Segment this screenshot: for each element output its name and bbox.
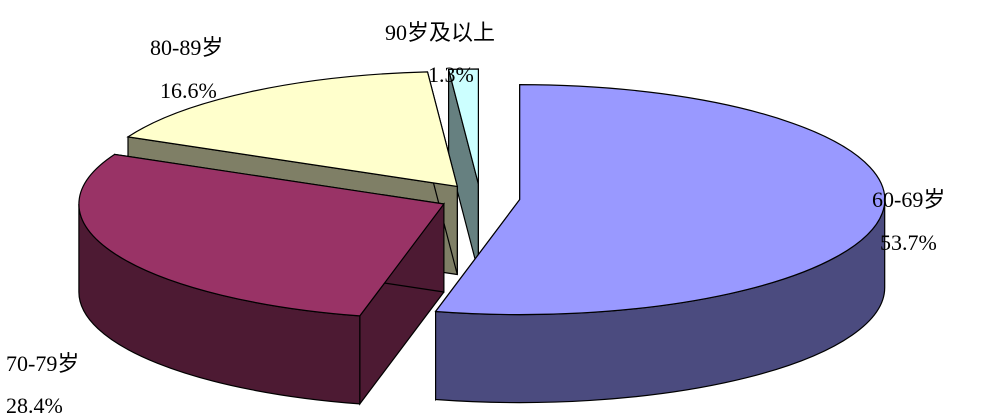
slice-90plus [447, 68, 479, 185]
value-70-79: 28.4% [6, 393, 63, 418]
slice-labels: 60-69岁 53.7% 70-79岁 28.4% 80-89岁 16.6% 9… [6, 20, 945, 418]
label-60-69: 60-69岁 [872, 187, 945, 212]
slice-tops [78, 68, 886, 317]
slice-70-79 [78, 153, 445, 317]
label-70-79: 70-79岁 [6, 351, 79, 376]
value-80-89: 16.6% [160, 78, 217, 103]
label-90plus: 90岁及以上 [385, 20, 495, 45]
slice-60-69 [434, 83, 886, 316]
slice-80-89 [126, 71, 459, 188]
label-80-89: 80-89岁 [150, 35, 223, 60]
value-90plus: 1.3% [428, 62, 474, 87]
value-60-69: 53.7% [880, 230, 937, 255]
